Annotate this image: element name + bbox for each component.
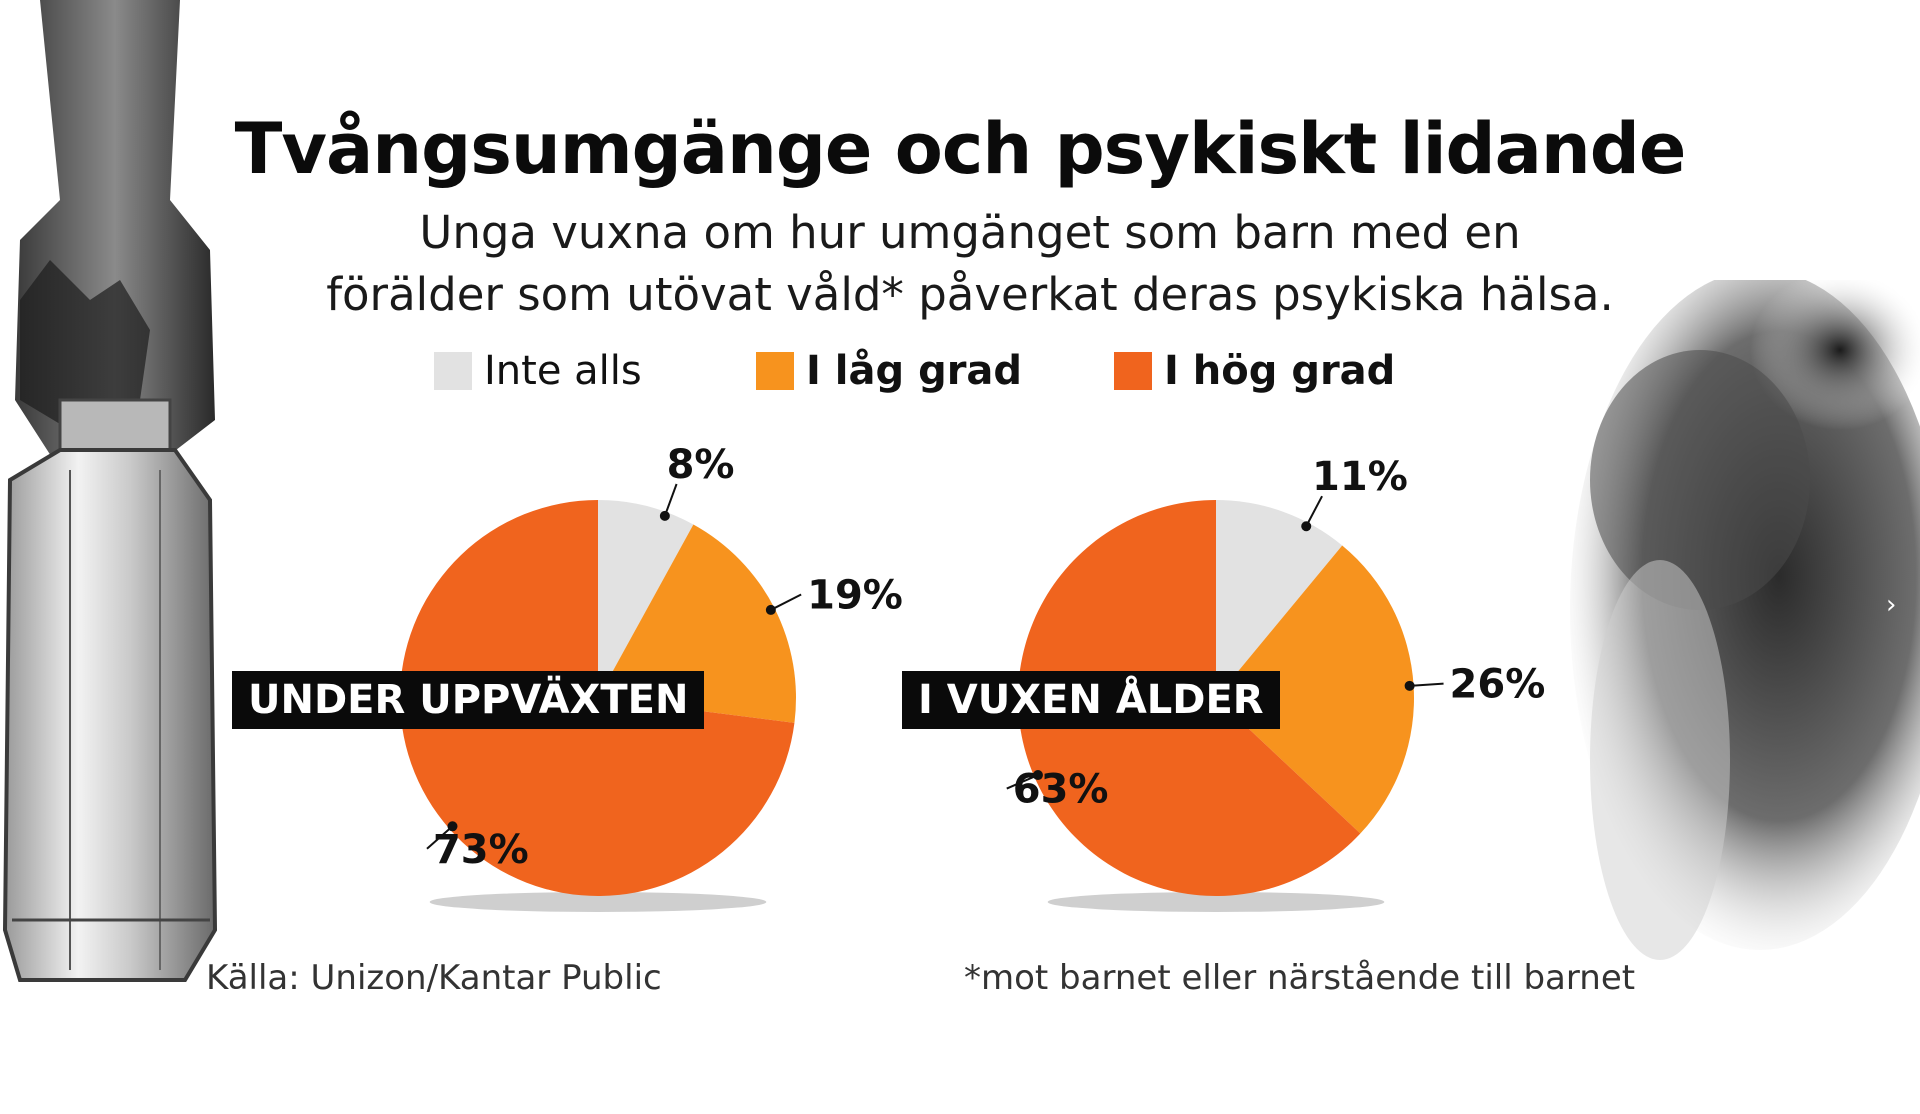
legend-item-inte-alls: Inte alls — [434, 346, 642, 396]
chart-subtitle: Unga vuxna om hur umgänget som barn med … — [200, 202, 1740, 326]
pie-1-title: UNDER UPPVÄXTEN — [232, 671, 705, 729]
leader-line — [770, 593, 802, 611]
subtitle-line-2: förälder som utövat våld* påverkat deras… — [326, 268, 1614, 321]
pie-2-slice-1 — [1216, 500, 1343, 698]
legend-item-i-hog-grad: I hög grad — [1114, 346, 1395, 396]
pie-1-label-2: 19% — [807, 572, 903, 618]
chart-title: Tvångsumgänge och psykiskt lidande — [234, 108, 1687, 190]
pie-shadow — [1047, 892, 1385, 912]
leader-line — [1006, 774, 1039, 790]
pie-2-title: I VUXEN ÅLDER — [902, 671, 1280, 729]
legend-label: I hög grad — [1164, 348, 1396, 394]
legend-swatch — [756, 352, 794, 390]
legend-item-i-lag-grad: I låg grad — [756, 346, 1022, 396]
legend: Inte alls I låg grad I hög grad — [0, 346, 1920, 396]
legend-label: Inte alls — [484, 348, 642, 394]
pie-1-label-3: 73% — [433, 827, 529, 873]
bottle-hand-photo — [2, 0, 218, 982]
people-embrace-photo — [1570, 280, 1920, 960]
footnote: *mot barnet eller närstående till barnet — [964, 958, 1636, 998]
legend-label: I låg grad — [806, 348, 1023, 394]
pie-2-label-3: 63% — [1013, 767, 1109, 813]
leader-line — [1409, 682, 1444, 687]
leader-line — [426, 825, 454, 850]
pie-1-slice-1 — [598, 500, 694, 698]
pie-2-slice-2 — [1216, 545, 1415, 834]
leader-line — [663, 483, 678, 517]
pie-2-label-2: 26% — [1450, 662, 1546, 708]
leader-line — [1305, 495, 1323, 527]
source-note: Källa: Unizon/Kantar Public — [206, 958, 662, 998]
pie-shadow — [429, 892, 767, 912]
pie-2-label-1: 11% — [1312, 454, 1408, 500]
chevron-right-icon[interactable]: › — [1886, 590, 1897, 620]
subtitle-line-1: Unga vuxna om hur umgänget som barn med … — [419, 206, 1521, 259]
pie-1-label-1: 8% — [667, 442, 735, 488]
legend-swatch — [1114, 352, 1152, 390]
legend-swatch — [434, 352, 472, 390]
